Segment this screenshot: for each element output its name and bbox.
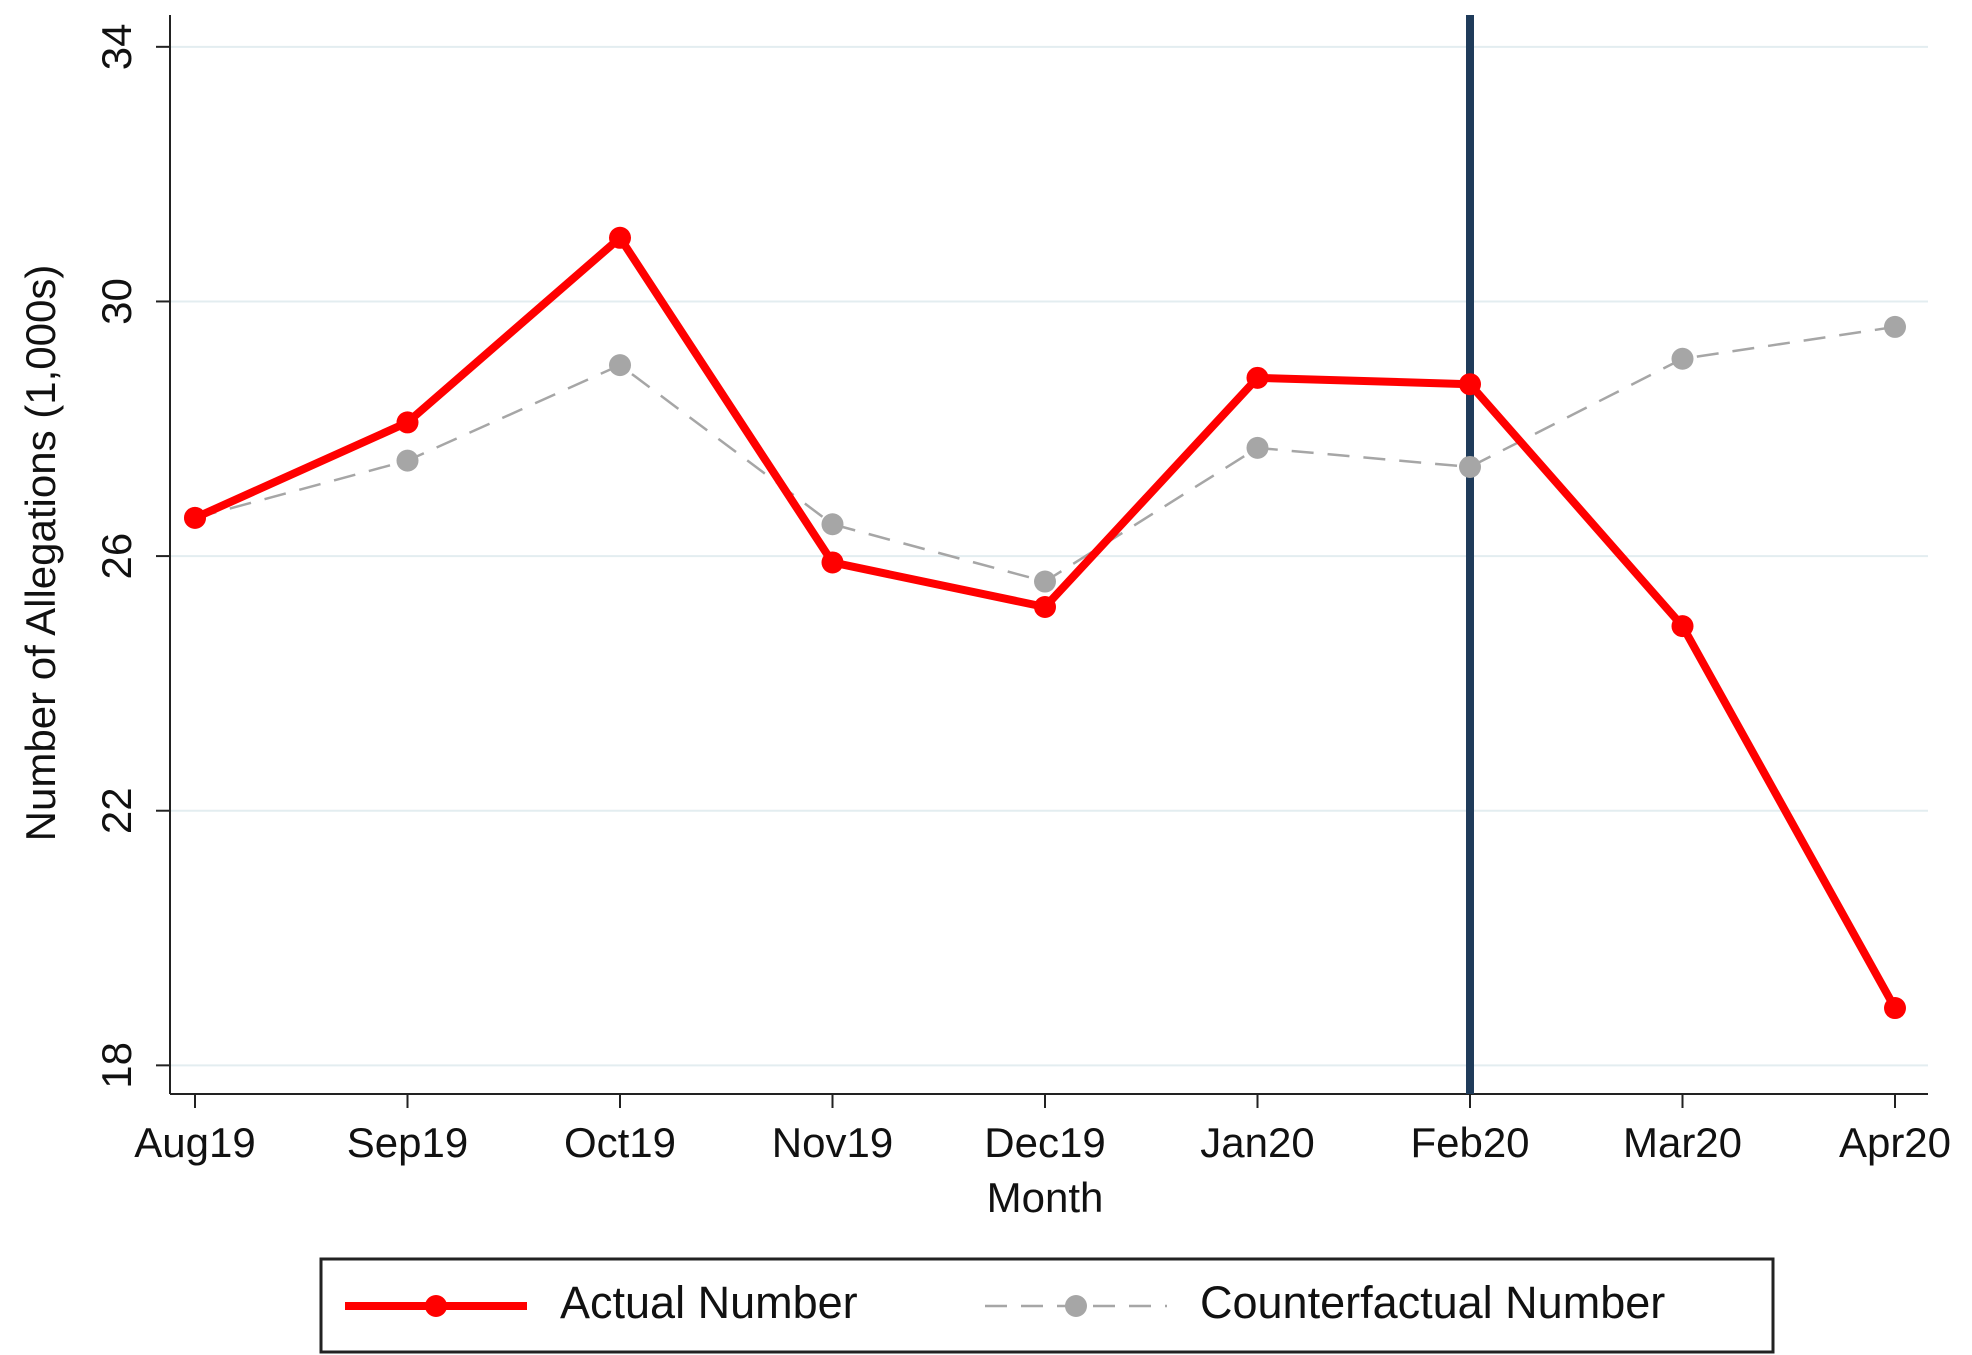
y-tick-label: 34 (93, 23, 140, 70)
y-tick-label: 30 (93, 278, 140, 325)
legend-marker (425, 1295, 447, 1317)
point (1671, 347, 1694, 370)
legend-box (319, 1257, 1775, 1354)
point (1246, 366, 1269, 389)
legend-marker (1065, 1295, 1087, 1317)
point (1884, 315, 1906, 338)
point (821, 513, 844, 536)
x-axis-title: Month (987, 1174, 1104, 1221)
point (1034, 596, 1056, 619)
y-tick-label: 26 (93, 533, 140, 580)
point (1459, 455, 1481, 478)
series-line (193, 233, 1899, 1011)
legend-label: Counterfactual Number (1200, 1277, 1665, 1328)
point (396, 449, 419, 472)
point (821, 551, 844, 574)
point (1884, 997, 1906, 1020)
point (609, 226, 631, 249)
x-tick-label: Dec19 (984, 1119, 1105, 1166)
y-tick-label: 18 (93, 1042, 140, 1089)
point (1459, 373, 1481, 396)
x-tick-label: Aug19 (134, 1119, 255, 1166)
point (609, 354, 631, 377)
series-line (194, 325, 1896, 583)
point (1671, 615, 1694, 638)
x-tick-label: Sep19 (347, 1119, 468, 1166)
legend-label: Actual Number (560, 1277, 858, 1328)
x-tick-label: Mar20 (1623, 1119, 1742, 1166)
x-tick-label: Feb20 (1410, 1119, 1529, 1166)
x-tick-label: Jan20 (1200, 1119, 1314, 1166)
point (396, 411, 419, 434)
point (1034, 570, 1056, 593)
x-tick-label: Apr20 (1839, 1119, 1951, 1166)
x-tick-label: Oct19 (564, 1119, 676, 1166)
point (1246, 436, 1269, 459)
y-axis-title: Number of Allegations (1,000s) (17, 265, 64, 842)
y-tick-label: 22 (93, 787, 140, 834)
point (184, 506, 206, 529)
x-tick-label: Nov19 (772, 1119, 893, 1166)
